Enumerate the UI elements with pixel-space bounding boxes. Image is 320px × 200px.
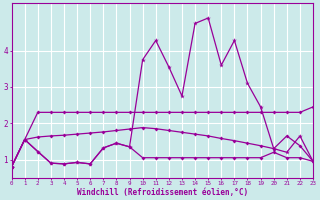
X-axis label: Windchill (Refroidissement éolien,°C): Windchill (Refroidissement éolien,°C) [77,188,248,197]
